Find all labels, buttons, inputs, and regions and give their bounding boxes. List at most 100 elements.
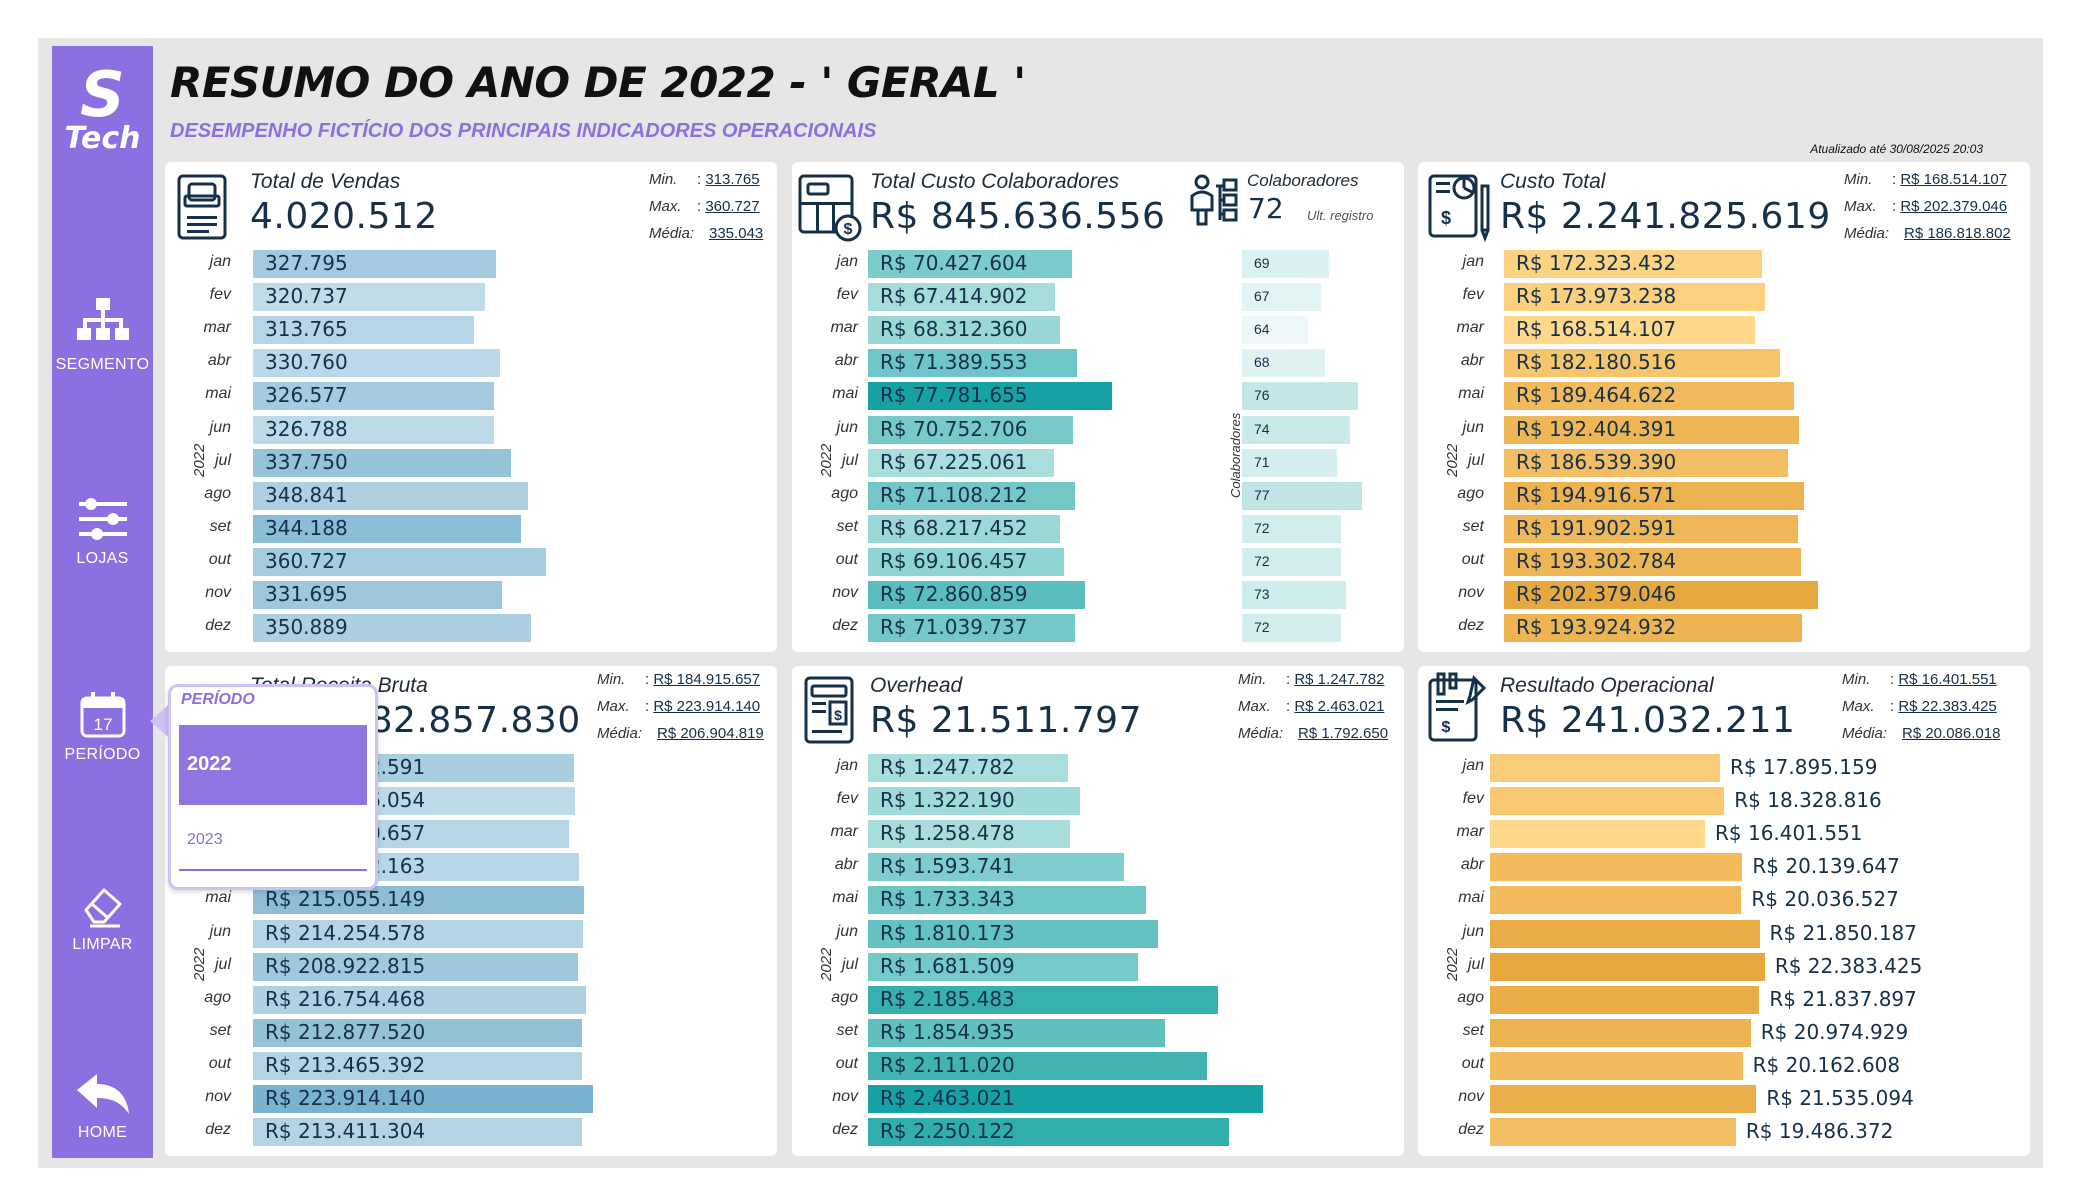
bar[interactable]	[1490, 787, 1725, 816]
bar[interactable]	[868, 886, 1146, 915]
bar[interactable]	[868, 1051, 1207, 1080]
stat-max-label: Max.	[1844, 198, 1877, 215]
period-option-selected[interactable]: 2022	[179, 725, 367, 805]
nav-segmento-button[interactable]: SEGMENTO	[52, 296, 153, 374]
bar[interactable]	[1242, 283, 1321, 312]
month-label: mar	[830, 319, 858, 337]
month-label: nov	[205, 584, 231, 601]
bar[interactable]	[868, 415, 1074, 444]
bar-value-label: R$ 192.404.391	[1516, 416, 1677, 441]
bar-value-label: 76	[1254, 387, 1270, 404]
bar[interactable]	[253, 1118, 583, 1147]
bar-value-label: R$ 212.877.520	[265, 1019, 426, 1044]
bar[interactable]	[868, 581, 1085, 609]
bar-value-label: R$ 189.464.622	[1516, 383, 1677, 408]
bar-value-label: R$ 1.733.343	[880, 887, 1015, 912]
bar[interactable]	[1490, 1018, 1751, 1047]
bar[interactable]	[1242, 382, 1358, 411]
bar[interactable]	[1490, 1118, 1736, 1147]
bar[interactable]	[1242, 481, 1362, 510]
bar[interactable]	[253, 316, 475, 345]
nav-lojas-button[interactable]: LOJAS	[52, 496, 153, 568]
period-option[interactable]: 2023	[179, 809, 367, 871]
bar-chart-vendas: jan fev mar abr mai jun jul ago set out nov dez 2022…	[165, 248, 777, 648]
bar[interactable]	[1490, 1051, 1743, 1080]
bar[interactable]	[868, 820, 1070, 849]
bar[interactable]	[1242, 514, 1342, 543]
bar[interactable]	[1504, 316, 1755, 345]
bar[interactable]	[868, 853, 1124, 882]
bar[interactable]	[868, 481, 1076, 510]
nav-periodo-button[interactable]: 17 PERÍODO	[52, 692, 153, 764]
bar[interactable]	[253, 952, 578, 981]
bar[interactable]	[1490, 919, 1760, 948]
bar-value-label: R$ 2.111.020	[880, 1052, 1015, 1077]
bar[interactable]	[253, 250, 496, 278]
bar[interactable]	[868, 952, 1138, 981]
bar[interactable]	[868, 1085, 1263, 1113]
bar[interactable]	[253, 1051, 583, 1080]
bar[interactable]	[868, 754, 1069, 782]
bar[interactable]	[253, 547, 547, 576]
bar[interactable]	[868, 985, 1219, 1014]
bar[interactable]	[1504, 547, 1801, 576]
bar[interactable]	[1504, 481, 1804, 510]
bar[interactable]	[1490, 820, 1705, 849]
bar[interactable]	[253, 614, 532, 643]
bar[interactable]	[1242, 349, 1325, 378]
bar[interactable]	[868, 448, 1055, 477]
bar[interactable]	[253, 886, 585, 915]
bar[interactable]	[253, 581, 502, 609]
bar[interactable]	[1242, 614, 1342, 643]
bar[interactable]	[1490, 853, 1743, 882]
nav-home-button[interactable]: HOME	[52, 1072, 153, 1142]
bar[interactable]	[253, 481, 529, 510]
bar[interactable]	[868, 787, 1081, 816]
bar-value-label: 326.788	[265, 416, 348, 441]
bar[interactable]	[1242, 316, 1309, 345]
bar[interactable]	[1504, 581, 1818, 609]
bar[interactable]	[1242, 250, 1330, 278]
nav-limpar-button[interactable]: LIMPAR	[52, 884, 153, 954]
bar[interactable]	[868, 283, 1056, 312]
bar[interactable]	[1490, 1085, 1757, 1113]
bar[interactable]	[868, 614, 1076, 643]
bar[interactable]	[1504, 415, 1800, 444]
bar[interactable]	[868, 250, 1072, 278]
bar[interactable]	[253, 283, 485, 312]
bar[interactable]	[868, 382, 1112, 411]
bar[interactable]	[1242, 581, 1346, 609]
bar[interactable]	[868, 514, 1060, 543]
bar[interactable]	[253, 1085, 593, 1113]
bar[interactable]	[868, 547, 1065, 576]
bar[interactable]	[1490, 754, 1720, 782]
bar[interactable]	[1504, 283, 1766, 312]
bar[interactable]	[253, 985, 586, 1014]
month-label: ago	[204, 988, 231, 1006]
bar[interactable]	[253, 1018, 582, 1047]
bar[interactable]	[868, 1118, 1229, 1147]
bar[interactable]	[1242, 415, 1350, 444]
bar[interactable]	[868, 919, 1159, 948]
bar[interactable]	[1242, 547, 1342, 576]
bar[interactable]	[1242, 448, 1338, 477]
bar[interactable]	[253, 415, 495, 444]
month-label: abr	[1460, 856, 1484, 874]
bar[interactable]	[253, 919, 584, 948]
bar[interactable]	[868, 316, 1061, 345]
bar[interactable]	[1490, 886, 1742, 915]
bar[interactable]	[1504, 448, 1789, 477]
bar[interactable]	[868, 349, 1077, 378]
bar[interactable]	[253, 448, 512, 477]
bar[interactable]	[868, 1018, 1166, 1047]
bar[interactable]	[253, 349, 501, 378]
bar[interactable]	[1504, 250, 1763, 278]
bar[interactable]	[1504, 614, 1803, 643]
bar[interactable]	[1504, 382, 1794, 411]
bar[interactable]	[1490, 985, 1760, 1014]
bar[interactable]	[253, 514, 521, 543]
bar[interactable]	[253, 382, 494, 411]
bar[interactable]	[1504, 514, 1799, 543]
bar[interactable]	[1504, 349, 1781, 378]
bar[interactable]	[1490, 952, 1765, 981]
